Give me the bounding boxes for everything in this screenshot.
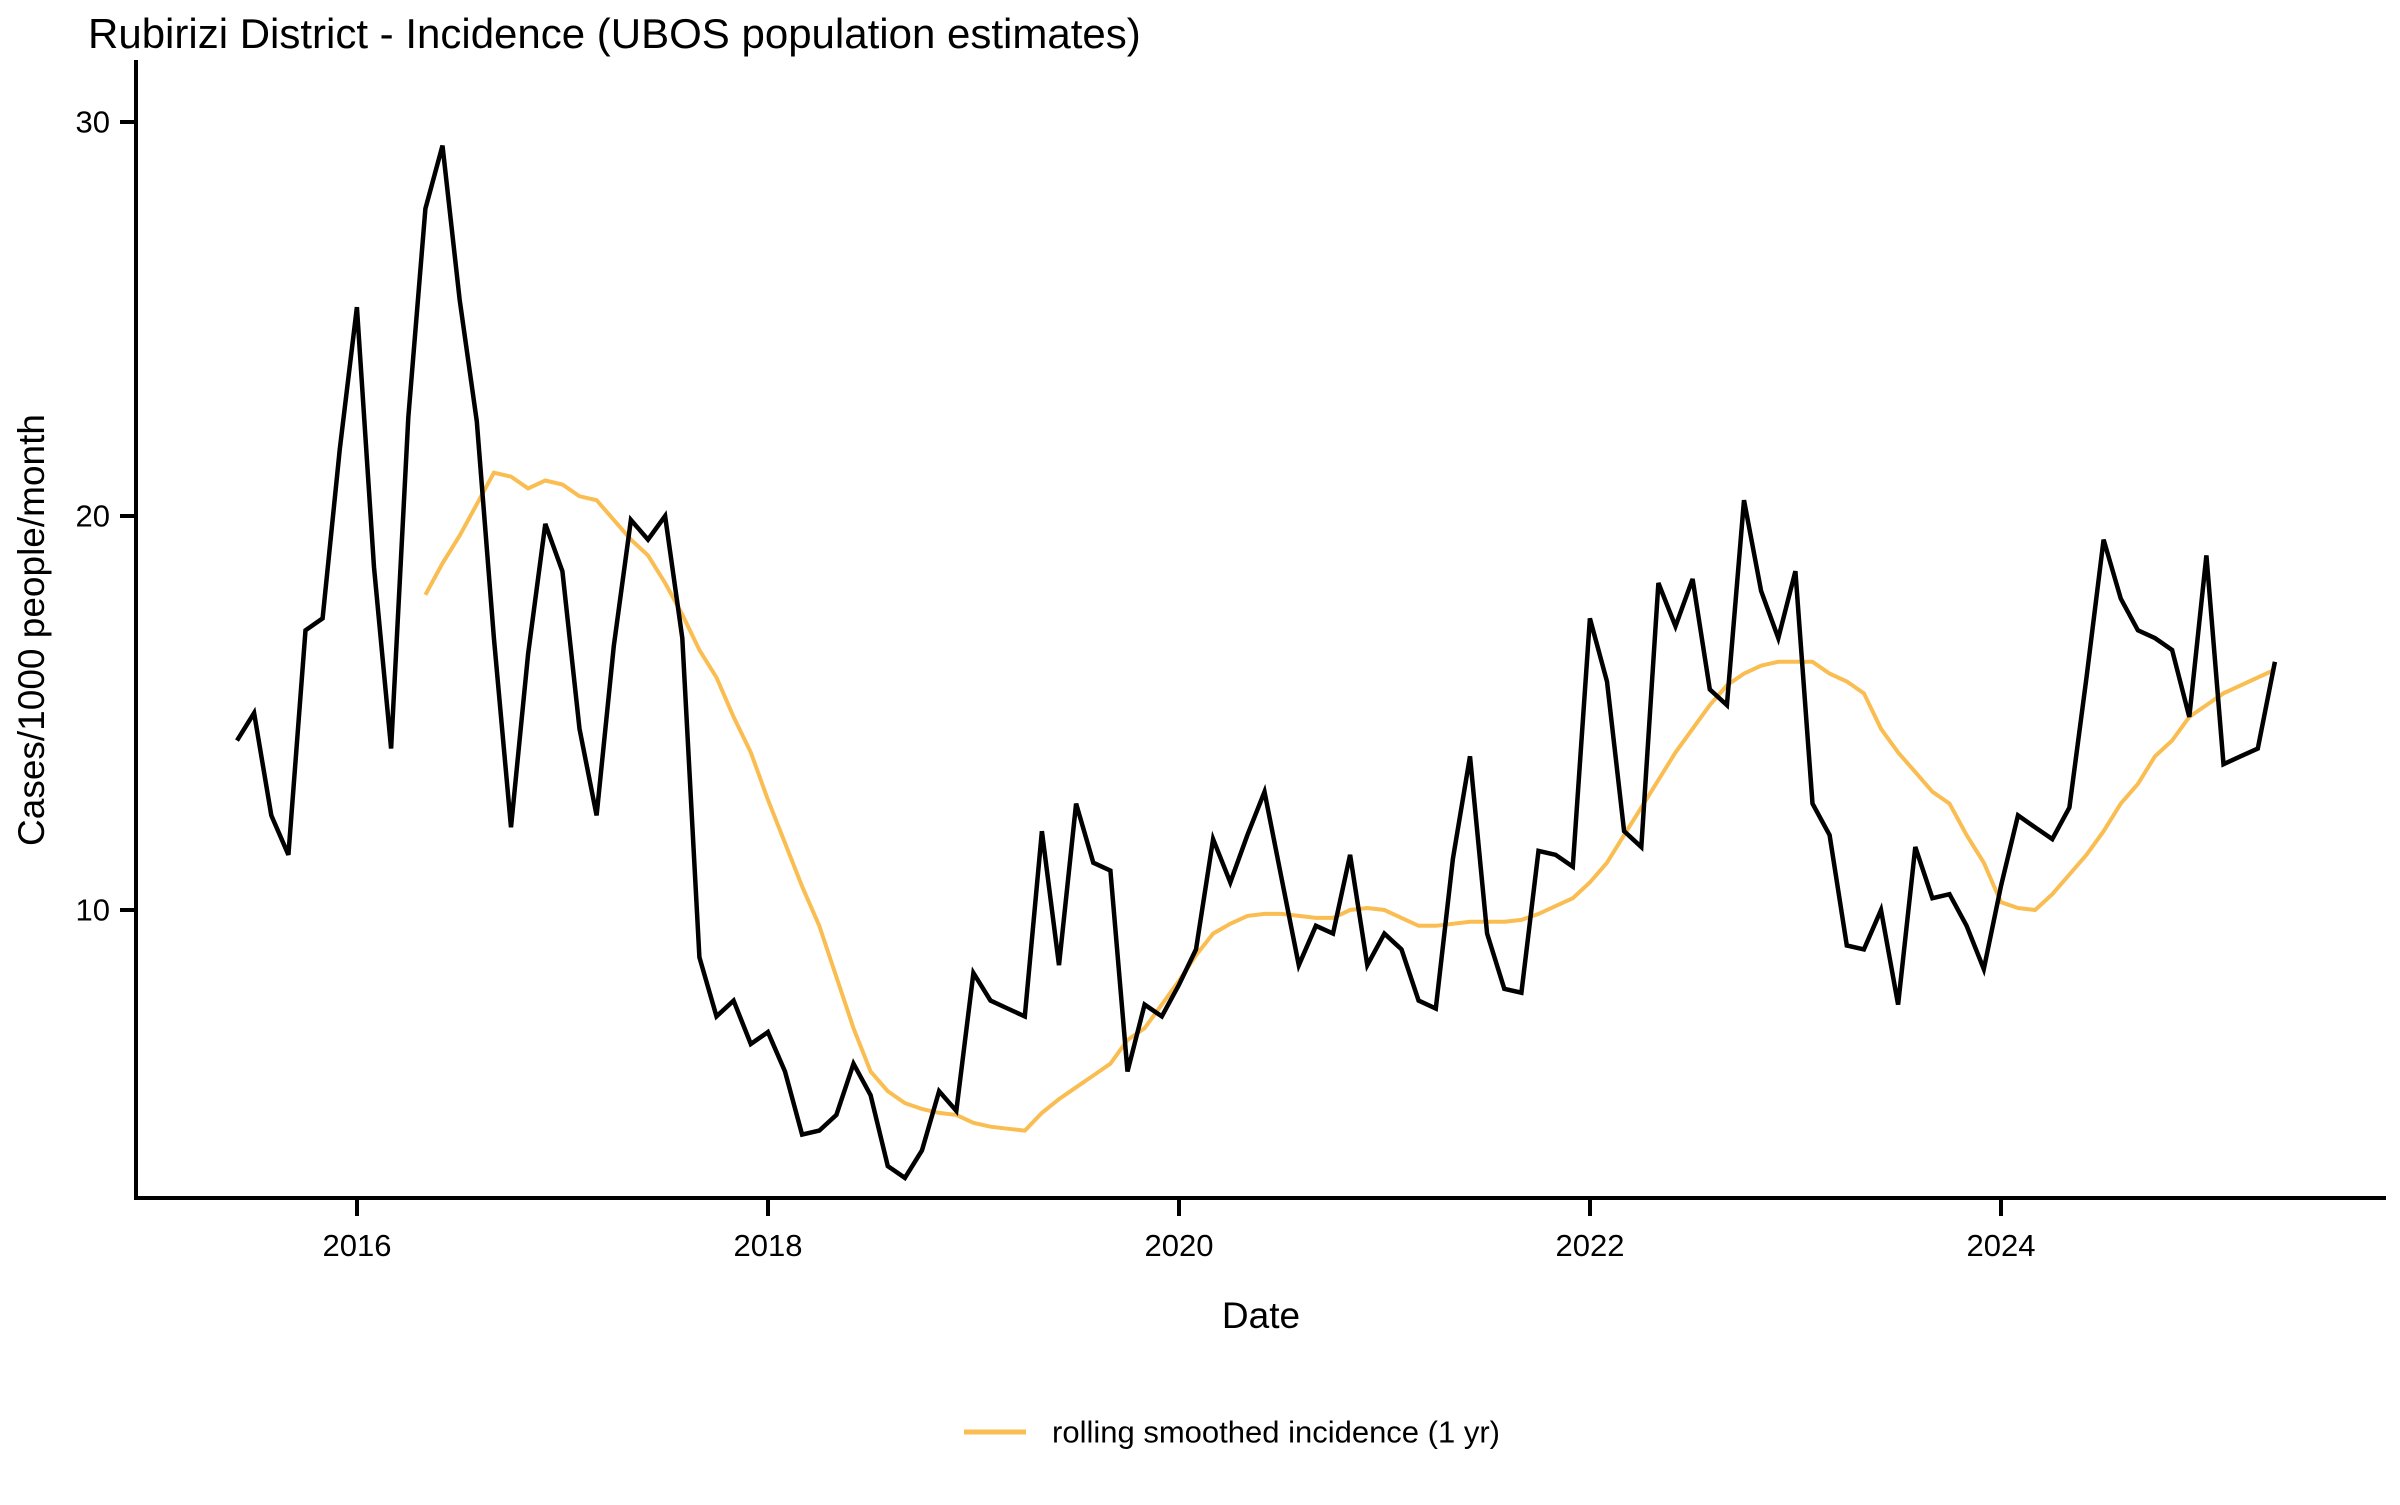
y-tick-label-30: 30 <box>76 105 110 140</box>
y-tick-label-10: 10 <box>76 893 110 928</box>
legend: rolling smoothed incidence (1 yr) <box>964 1415 1500 1450</box>
incidence-line <box>235 145 2278 1182</box>
x-tick-label-2018: 2018 <box>734 1228 803 1263</box>
chart-title: Rubirizi District - Incidence (UBOS popu… <box>88 10 1141 57</box>
y-axis-ticks: 30 20 10 <box>76 105 136 928</box>
y-axis-title: Cases/1000 people/month <box>11 414 52 846</box>
x-axis-ticks: 2016 2018 2020 2022 2024 <box>323 1198 2036 1263</box>
x-axis-title: Date <box>1222 1295 1300 1336</box>
legend-label: rolling smoothed incidence (1 yr) <box>1052 1415 1500 1450</box>
smoothed-incidence-line <box>423 470 2276 1133</box>
x-tick-label-2022: 2022 <box>1556 1228 1625 1263</box>
x-tick-label-2020: 2020 <box>1145 1228 1214 1263</box>
y-tick-label-20: 20 <box>76 499 110 534</box>
x-tick-label-2016: 2016 <box>323 1228 392 1263</box>
x-tick-label-2024: 2024 <box>1967 1228 2036 1263</box>
